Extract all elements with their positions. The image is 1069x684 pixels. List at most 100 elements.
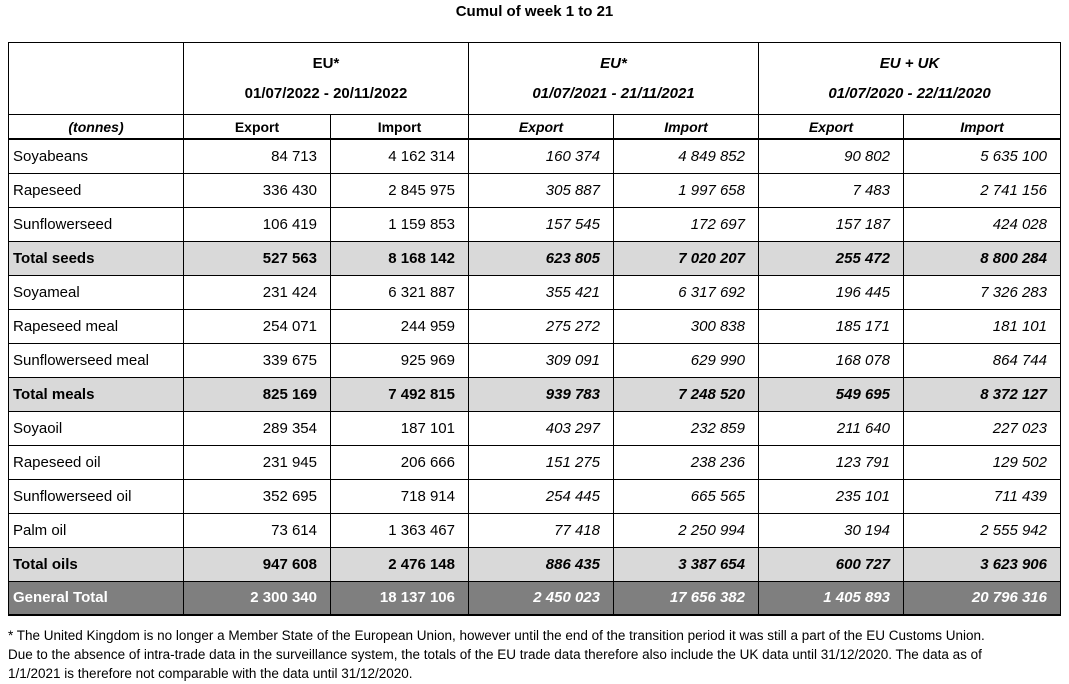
group-header-eu-2022: EU* 01/07/2022 - 20/11/2022 xyxy=(183,42,469,115)
value-cell: 527 563 xyxy=(183,240,331,276)
value-cell: 18 137 106 xyxy=(330,580,469,616)
value-cell: 339 675 xyxy=(183,342,331,378)
column-header-import: Import xyxy=(903,114,1061,140)
value-cell: 7 483 xyxy=(758,172,904,208)
table-body: Soyabeans 84 713 4 162 314 160 374 4 849 852… xyxy=(8,138,1061,616)
value-cell: 623 805 xyxy=(468,240,614,276)
value-cell: 187 101 xyxy=(330,410,469,446)
table-row: Sunflowerseed 106 419 1 159 853 157 545 172 … xyxy=(8,206,1061,242)
corner-spacer xyxy=(8,42,184,115)
value-cell: 160 374 xyxy=(468,138,614,174)
value-cell: 157 187 xyxy=(758,206,904,242)
table-row: Palm oil 73 614 1 363 467 77 418 2 250 994 30… xyxy=(8,512,1061,548)
value-cell: 17 656 382 xyxy=(613,580,759,616)
row-label: Rapeseed oil xyxy=(8,444,184,480)
value-cell: 309 091 xyxy=(468,342,614,378)
value-cell: 2 741 156 xyxy=(903,172,1061,208)
group-period: 01/07/2020 - 22/11/2020 xyxy=(828,84,991,102)
value-cell: 2 845 975 xyxy=(330,172,469,208)
row-label: Sunflowerseed meal xyxy=(8,342,184,378)
row-label: Soyabeans xyxy=(8,138,184,174)
value-cell: 8 372 127 xyxy=(903,376,1061,412)
table-row: Soyameal 231 424 6 321 887 355 421 6 317 692… xyxy=(8,274,1061,310)
table-row: Sunflowerseed meal 339 675 925 969 309 091 6… xyxy=(8,342,1061,378)
value-cell: 196 445 xyxy=(758,274,904,310)
table-row: Soyabeans 84 713 4 162 314 160 374 4 849 852… xyxy=(8,138,1061,174)
value-cell: 939 783 xyxy=(468,376,614,412)
value-cell: 2 450 023 xyxy=(468,580,614,616)
column-header-row: (tonnes) Export Import Export Import Exp… xyxy=(8,114,1061,140)
group-name: EU* xyxy=(600,55,627,73)
column-header-export: Export xyxy=(468,114,614,140)
value-cell: 181 101 xyxy=(903,308,1061,344)
value-cell: 8 168 142 xyxy=(330,240,469,276)
table-row: Rapeseed 336 430 2 845 975 305 887 1 997 658… xyxy=(8,172,1061,208)
value-cell: 232 859 xyxy=(613,410,759,446)
value-cell: 172 697 xyxy=(613,206,759,242)
row-label: Soyameal xyxy=(8,274,184,310)
value-cell: 825 169 xyxy=(183,376,331,412)
value-cell: 30 194 xyxy=(758,512,904,548)
value-cell: 6 317 692 xyxy=(613,274,759,310)
value-cell: 2 250 994 xyxy=(613,512,759,548)
value-cell: 3 623 906 xyxy=(903,546,1061,582)
value-cell: 8 800 284 xyxy=(903,240,1061,276)
value-cell: 7 020 207 xyxy=(613,240,759,276)
row-label: Palm oil xyxy=(8,512,184,548)
value-cell: 352 695 xyxy=(183,478,331,514)
table-row: Sunflowerseed oil 352 695 718 914 254 445 66… xyxy=(8,478,1061,514)
value-cell: 106 419 xyxy=(183,206,331,242)
value-cell: 73 614 xyxy=(183,512,331,548)
value-cell: 424 028 xyxy=(903,206,1061,242)
row-label: Sunflowerseed oil xyxy=(8,478,184,514)
value-cell: 711 439 xyxy=(903,478,1061,514)
value-cell: 7 248 520 xyxy=(613,376,759,412)
value-cell: 1 405 893 xyxy=(758,580,904,616)
table-row: Rapeseed oil 231 945 206 666 151 275 238 236… xyxy=(8,444,1061,480)
value-cell: 6 321 887 xyxy=(330,274,469,310)
footnote: * The United Kingdom is no longer a Memb… xyxy=(8,626,1066,683)
footnote-line: 1/1/2021 is therefore not comparable wit… xyxy=(8,666,413,681)
value-cell: 2 300 340 xyxy=(183,580,331,616)
value-cell: 665 565 xyxy=(613,478,759,514)
value-cell: 168 078 xyxy=(758,342,904,378)
value-cell: 90 802 xyxy=(758,138,904,174)
row-label: Total oils xyxy=(8,546,184,582)
value-cell: 235 101 xyxy=(758,478,904,514)
value-cell: 886 435 xyxy=(468,546,614,582)
value-cell: 129 502 xyxy=(903,444,1061,480)
value-cell: 206 666 xyxy=(330,444,469,480)
value-cell: 255 472 xyxy=(758,240,904,276)
value-cell: 20 796 316 xyxy=(903,580,1061,616)
footnote-line: * The United Kingdom is no longer a Memb… xyxy=(8,628,985,643)
value-cell: 227 023 xyxy=(903,410,1061,446)
value-cell: 629 990 xyxy=(613,342,759,378)
table-row: General Total 2 300 340 18 137 106 2 450 02… xyxy=(8,580,1061,616)
value-cell: 1 159 853 xyxy=(330,206,469,242)
value-cell: 151 275 xyxy=(468,444,614,480)
value-cell: 300 838 xyxy=(613,308,759,344)
column-header-export: Export xyxy=(758,114,904,140)
value-cell: 1 363 467 xyxy=(330,512,469,548)
row-label: General Total xyxy=(8,580,184,616)
table-row: Rapeseed meal 254 071 244 959 275 272 300 83… xyxy=(8,308,1061,344)
column-header-import: Import xyxy=(330,114,469,140)
value-cell: 2 555 942 xyxy=(903,512,1061,548)
value-cell: 4 162 314 xyxy=(330,138,469,174)
trade-table: EU* 01/07/2022 - 20/11/2022 EU* 01/07/20… xyxy=(8,42,1061,616)
value-cell: 211 640 xyxy=(758,410,904,446)
table-row: Soyaoil 289 354 187 101 403 297 232 859 211 6… xyxy=(8,410,1061,446)
value-cell: 157 545 xyxy=(468,206,614,242)
row-label: Sunflowerseed xyxy=(8,206,184,242)
value-cell: 549 695 xyxy=(758,376,904,412)
value-cell: 4 849 852 xyxy=(613,138,759,174)
unit-label: (tonnes) xyxy=(8,114,184,140)
value-cell: 244 959 xyxy=(330,308,469,344)
value-cell: 5 635 100 xyxy=(903,138,1061,174)
group-header-eu-uk-2020: EU + UK 01/07/2020 - 22/11/2020 xyxy=(758,42,1061,115)
table-header: EU* 01/07/2022 - 20/11/2022 EU* 01/07/20… xyxy=(8,42,1061,140)
group-name: EU* xyxy=(312,55,340,73)
value-cell: 1 997 658 xyxy=(613,172,759,208)
value-cell: 355 421 xyxy=(468,274,614,310)
